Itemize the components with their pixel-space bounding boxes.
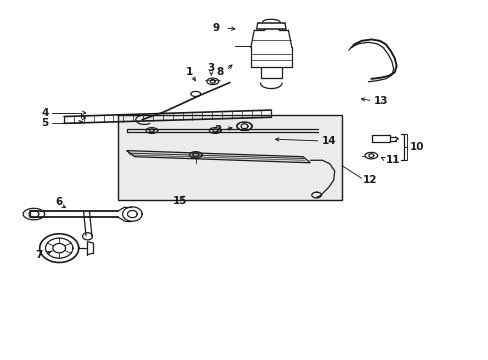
Text: 11: 11	[385, 155, 400, 165]
Text: 15: 15	[173, 196, 187, 206]
Text: 3: 3	[207, 63, 215, 73]
Text: 9: 9	[212, 23, 219, 33]
Text: 1: 1	[186, 67, 193, 77]
Text: 13: 13	[373, 96, 387, 106]
Text: 4: 4	[41, 108, 48, 118]
Text: 7: 7	[35, 249, 42, 260]
Text: 10: 10	[408, 142, 423, 152]
Text: 8: 8	[216, 67, 224, 77]
Text: 6: 6	[56, 197, 62, 207]
Polygon shape	[126, 150, 310, 163]
Bar	[118, 116, 341, 200]
Text: 12: 12	[362, 175, 376, 185]
Text: 5: 5	[41, 118, 48, 128]
Text: 14: 14	[321, 136, 335, 146]
Text: 2: 2	[213, 125, 221, 135]
